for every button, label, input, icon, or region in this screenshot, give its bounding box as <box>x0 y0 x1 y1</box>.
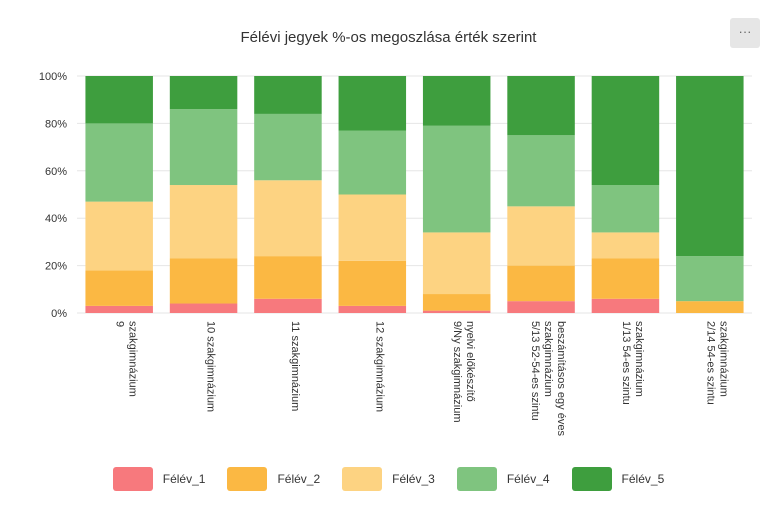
bar-segment <box>507 265 575 302</box>
legend-item[interactable]: Félév_4 <box>456 467 550 491</box>
legend-item[interactable]: Félév_3 <box>342 467 435 491</box>
bar-segment <box>254 113 322 181</box>
y-tick-label: 100% <box>39 71 67 83</box>
bar-segment <box>169 185 238 259</box>
legend-label: Félév_4 <box>506 472 550 486</box>
legend-item[interactable]: Félév_1 <box>112 467 206 491</box>
bar-segment <box>254 298 322 313</box>
x-tick-label-line: 9 <box>114 321 126 327</box>
bar-segment <box>85 270 153 306</box>
x-tick-label-line: 11 szakgimnázium <box>289 321 301 411</box>
bar-segment <box>169 303 238 313</box>
bar-segment <box>676 76 744 257</box>
x-tick-label: 9/Ny szakgimnázium nyelvi előkészítő <box>451 321 476 422</box>
bar-segment <box>338 305 407 313</box>
x-tick-label-line: beszámításos egy éves <box>555 321 567 436</box>
x-tick-label-line: 2/14 54-es szintu <box>704 321 716 405</box>
bar-segment <box>591 298 660 313</box>
bar-segment <box>338 260 407 306</box>
legend-item[interactable]: Félév_5 <box>571 467 665 491</box>
x-tick-label: 9 szakgimnázium <box>114 321 139 397</box>
bar-segment <box>169 258 238 304</box>
bar-segment <box>254 180 322 257</box>
legend-label: Félév_2 <box>277 472 321 486</box>
legend-swatch <box>571 467 612 491</box>
bar-segment <box>591 258 660 299</box>
legend-label: Félév_5 <box>621 472 665 486</box>
x-tick-label: 11 szakgimnázium <box>289 321 301 411</box>
x-tick-label: 5/13 52-54-es szintu szakgimnázium beszámí… <box>529 321 567 436</box>
y-tick-label: 80% <box>45 118 67 130</box>
legend-swatch <box>456 467 497 491</box>
legend-swatch <box>342 467 383 491</box>
y-tick-label: 60% <box>45 166 67 178</box>
bar-segment <box>169 76 238 110</box>
bar-segment <box>422 310 491 313</box>
x-tick-label-line: 1/13 54-es szintu <box>620 321 632 405</box>
x-tick-label-line: 9/Ny szakgimnázium <box>451 321 463 422</box>
x-tick-label: 10 szakgimnázium <box>205 321 217 412</box>
bar-segment <box>591 185 660 233</box>
bar-segment <box>591 76 660 186</box>
y-tick-label: 20% <box>45 261 67 273</box>
x-tick-label-line: szakgimnázium <box>717 321 729 397</box>
legend-swatch <box>227 467 268 491</box>
legend-label: Félév_3 <box>392 472 435 486</box>
bar-segment <box>85 201 153 271</box>
bar-segment <box>85 76 153 124</box>
legend-label: Félév_1 <box>162 472 206 486</box>
chart-menu-button[interactable]: ··· <box>730 18 760 48</box>
bar-segment <box>169 109 238 186</box>
bar-segment <box>676 256 744 302</box>
bar-segment <box>507 206 575 266</box>
chart-title: Félévi jegyek %-os megoszlása érték szer… <box>240 29 537 46</box>
x-tick-label-line: szakgimnázium <box>542 321 554 397</box>
bar-segment <box>85 123 153 202</box>
bar-segment <box>507 76 575 136</box>
x-tick-label-line: nyelvi előkészítő <box>464 321 476 402</box>
bar-segment <box>254 76 322 114</box>
x-tick-label-line: 10 szakgimnázium <box>205 321 217 412</box>
bar-segment <box>422 76 491 126</box>
bar-segment <box>507 135 575 207</box>
y-tick-label: 40% <box>45 213 67 225</box>
y-tick-label: 0% <box>51 308 67 320</box>
bar-segment <box>338 130 407 195</box>
x-tick-label-line: 5/13 52-54-es szintu <box>529 321 541 421</box>
bar-segment <box>507 301 575 313</box>
bar-segment <box>254 256 322 299</box>
x-tick-label: 2/14 54-es szintu szakgimnázium <box>704 321 729 405</box>
legend-item[interactable]: Félév_2 <box>227 467 320 491</box>
legend-swatch <box>112 467 153 491</box>
x-tick-label: 12 szakgimnázium <box>373 321 385 412</box>
x-tick-label-line: 12 szakgimnázium <box>373 321 385 412</box>
bar-segment <box>676 301 744 313</box>
legend: Félév_1 Félév_2 Félév_3 Félév_4 Félév_5 <box>0 466 777 492</box>
x-tick-label-line: szakgimnázium <box>127 321 139 397</box>
x-tick-label: 1/13 54-es szintu szakgimnázium <box>620 321 645 405</box>
x-tick-label-line: szakgimnázium <box>633 321 645 397</box>
bar-segment <box>422 294 491 311</box>
bar-segment <box>422 232 491 295</box>
bar-segment <box>338 76 407 131</box>
bar-segment <box>591 232 660 259</box>
bar-segment <box>338 194 407 261</box>
bar-segment <box>85 305 153 313</box>
bar-segment <box>422 125 491 233</box>
